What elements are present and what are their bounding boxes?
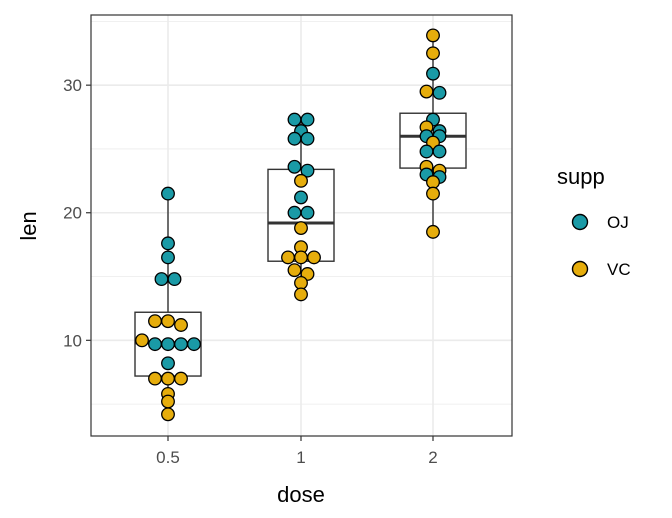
dot-oj [432, 144, 447, 159]
dot-oj [161, 356, 175, 371]
legend-title: supp [557, 164, 605, 189]
y-tick-label: 20 [63, 204, 82, 223]
x-tick-label: 1 [296, 448, 305, 467]
dot-oj [294, 190, 308, 205]
dot-vc [287, 263, 302, 278]
dot-vc [161, 314, 175, 329]
dot-vc [426, 28, 440, 43]
dot-oj [174, 337, 188, 352]
y-tick-label: 30 [63, 76, 82, 95]
dot-oj [432, 85, 447, 100]
dot-oj [161, 337, 175, 352]
dot-vc [148, 314, 162, 329]
y-axis-title: len [16, 211, 41, 240]
dot-oj [287, 131, 302, 146]
dot-vc [294, 275, 308, 290]
axes: 10 20 30 0.5 1 2 [63, 76, 438, 467]
legend-label-vc: VC [607, 260, 631, 279]
dot-vc [174, 371, 188, 386]
dot-layer [135, 28, 447, 422]
dot-vc [307, 250, 321, 265]
dot-oj [300, 112, 315, 127]
dot-vc [281, 250, 295, 265]
dot-vc [174, 318, 188, 332]
dot-vc [426, 175, 440, 190]
y-tick-label: 10 [63, 331, 82, 350]
dot-vc [426, 186, 440, 201]
dot-oj [300, 163, 315, 178]
legend-key-oj [571, 213, 589, 231]
dot-vc [294, 221, 308, 236]
dot-oj [426, 66, 440, 81]
dot-oj [154, 272, 169, 287]
x-tick-label: 0.5 [156, 448, 180, 467]
legend-key-vc [571, 260, 589, 278]
dot-oj [161, 236, 175, 251]
dot-oj [287, 205, 302, 220]
dot-vc [294, 287, 308, 302]
dot-oj [161, 250, 175, 265]
dot-vc [161, 371, 175, 386]
dot-vc [294, 250, 308, 265]
dot-oj [287, 112, 302, 127]
dot-oj [419, 144, 434, 159]
dot-vc [426, 224, 440, 239]
dot-oj [167, 272, 182, 287]
x-axis-title: dose [277, 482, 325, 507]
dot-oj [187, 337, 201, 352]
x-tick-label: 2 [428, 448, 437, 467]
dot-oj [287, 159, 302, 174]
dot-oj [300, 205, 315, 220]
dot-oj [300, 131, 315, 146]
dot-oj [148, 337, 162, 352]
legend: supp OJ VC [557, 164, 631, 279]
dot-oj [161, 186, 175, 201]
dot-vc [426, 46, 440, 61]
dot-vc [135, 333, 149, 348]
dot-vc [161, 407, 175, 422]
dot-vc [294, 173, 308, 188]
legend-label-oj: OJ [607, 213, 629, 232]
dot-vc [148, 371, 162, 386]
dot-vc [161, 394, 175, 409]
dot-vc [419, 84, 434, 99]
